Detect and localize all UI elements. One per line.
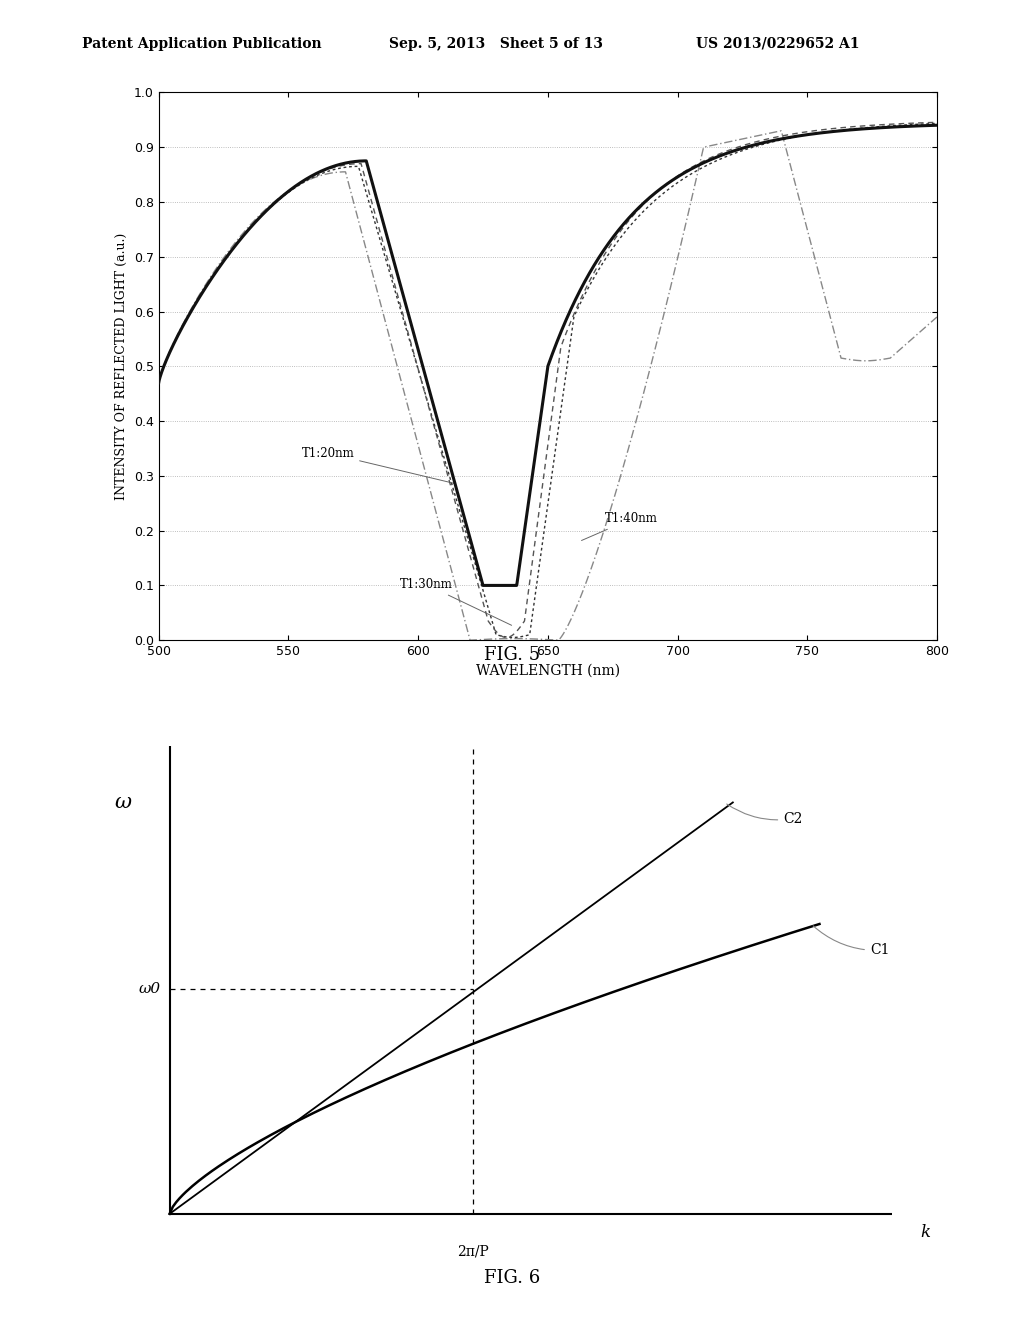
Text: T1:30nm: T1:30nm [400, 578, 512, 626]
Text: FIG. 5: FIG. 5 [484, 645, 540, 664]
Text: C1: C1 [813, 925, 890, 957]
Y-axis label: INTENSITY OF REFLECTED LIGHT (a.u.): INTENSITY OF REFLECTED LIGHT (a.u.) [116, 232, 128, 500]
Text: Sep. 5, 2013   Sheet 5 of 13: Sep. 5, 2013 Sheet 5 of 13 [389, 37, 603, 51]
X-axis label: WAVELENGTH (nm): WAVELENGTH (nm) [476, 664, 620, 677]
Text: ω0: ω0 [139, 982, 161, 997]
Text: Patent Application Publication: Patent Application Publication [82, 37, 322, 51]
Text: 2π/P: 2π/P [457, 1245, 488, 1258]
Text: ω: ω [115, 793, 132, 812]
Text: T1:40nm: T1:40nm [582, 512, 657, 540]
Text: k: k [921, 1224, 931, 1241]
Text: C2: C2 [727, 804, 803, 826]
Text: FIG. 6: FIG. 6 [484, 1269, 540, 1287]
Text: US 2013/0229652 A1: US 2013/0229652 A1 [696, 37, 860, 51]
Text: T1:20nm: T1:20nm [301, 446, 455, 483]
